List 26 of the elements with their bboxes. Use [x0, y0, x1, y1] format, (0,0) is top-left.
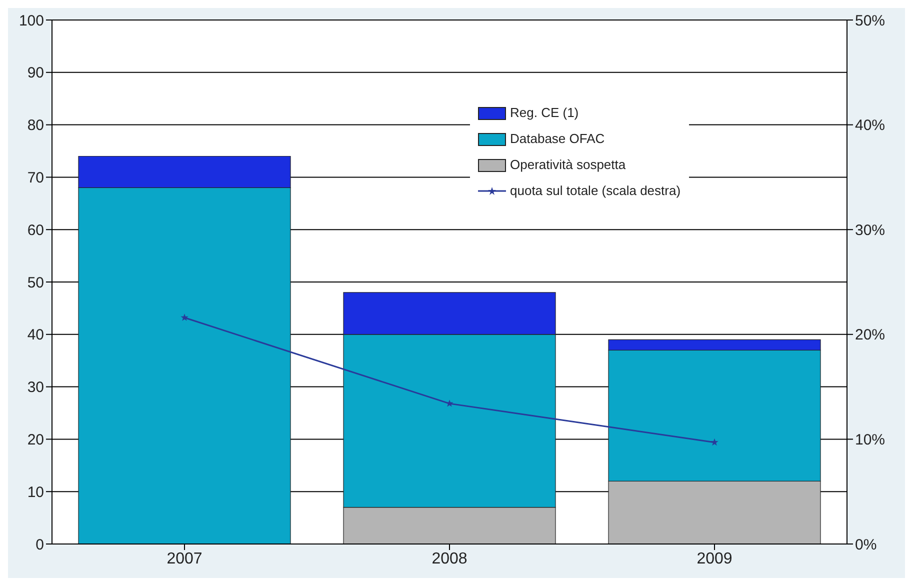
y-tick-label: 20: [27, 432, 44, 449]
y2-tick-label: 20%: [855, 326, 886, 344]
y2-tick-label: 40%: [855, 117, 886, 134]
y-tick-label: 60: [27, 222, 44, 239]
point: [710, 438, 718, 446]
legend-label: Database OFAC: [510, 130, 605, 148]
legend-label: Operatività sospetta: [510, 156, 626, 174]
point: [180, 314, 188, 321]
y-tick-label: 30: [27, 379, 44, 396]
legend-label: quota sul totale (scala destra): [510, 182, 681, 200]
y-tick-label: 0: [36, 536, 44, 554]
y-tick-label: 100: [18, 12, 44, 30]
y2-tick-label: 10%: [855, 432, 886, 449]
y2-tick-label: 50%: [855, 12, 886, 30]
y-tick-label: 70: [27, 170, 44, 187]
y-tick-label: 50: [27, 274, 44, 292]
y2-tick-label: 30%: [855, 222, 886, 239]
y2-tick-label: 0%: [855, 536, 877, 554]
y-tick-label: 90: [27, 64, 44, 82]
legend-label: Reg. CE (1): [510, 104, 579, 122]
y-tick-label: 10: [27, 484, 44, 501]
x-tick-label: 2009: [696, 550, 732, 568]
y-tick-label: 40: [27, 326, 44, 344]
x-tick-label: 2007: [166, 550, 202, 568]
x-tick-label: 2008: [432, 550, 468, 568]
y-tick-label: 80: [27, 117, 44, 134]
